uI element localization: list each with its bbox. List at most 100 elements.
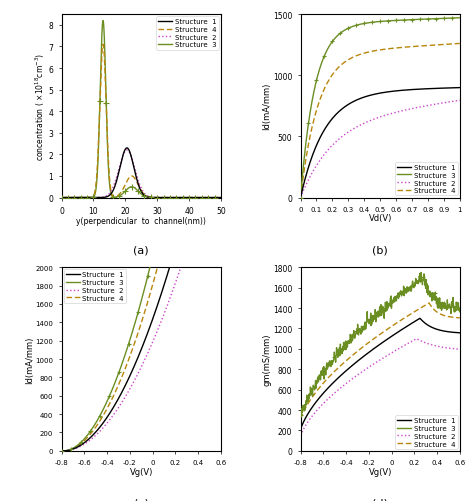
Structure  1 — [374, 344, 380, 350]
Structure  3 — [429, 297, 435, 303]
X-axis label: Vg(V): Vg(V) — [129, 466, 153, 475]
Y-axis label: gm(mS/mm): gm(mS/mm) — [263, 333, 272, 386]
Structure  1 — [374, 344, 379, 350]
Structure  1 — [428, 86, 434, 92]
Structure  1 — [218, 60, 224, 66]
Structure  1 — [457, 85, 463, 91]
Structure  4 — [374, 334, 379, 340]
Structure  2 — [218, 195, 224, 201]
Structure  2 — [414, 336, 419, 342]
Structure  1 — [384, 90, 390, 96]
Structure  1 — [298, 195, 303, 201]
Structure  4 — [59, 448, 64, 454]
Structure  4 — [132, 176, 138, 182]
Line: Structure  4: Structure 4 — [301, 304, 460, 419]
Structure  1 — [457, 330, 463, 336]
Structure  2 — [428, 103, 434, 109]
Structure  3 — [137, 190, 142, 196]
Structure  4 — [59, 195, 64, 201]
Text: (b): (b) — [372, 245, 388, 255]
Structure  3 — [457, 16, 463, 22]
Structure  3 — [100, 19, 106, 25]
Structure  3 — [132, 186, 138, 192]
Structure  1 — [59, 448, 64, 454]
Structure  4 — [136, 330, 141, 336]
Line: Structure  2: Structure 2 — [301, 339, 460, 436]
Structure  4 — [454, 315, 459, 321]
Structure  4 — [135, 333, 140, 339]
Structure  1 — [67, 195, 73, 201]
Structure  1 — [213, 195, 219, 201]
Line: Structure  1: Structure 1 — [301, 88, 460, 198]
Text: (d): (d) — [372, 498, 388, 501]
Structure  4 — [298, 416, 303, 422]
Structure  2 — [428, 342, 434, 348]
Structure  1 — [189, 183, 195, 189]
Structure  2 — [213, 195, 219, 201]
Structure  2 — [136, 370, 141, 376]
Structure  1 — [137, 184, 142, 190]
Structure  3 — [374, 315, 379, 321]
Structure  4 — [374, 49, 379, 55]
Structure  2 — [59, 448, 64, 454]
Y-axis label: concentration ( $\times10^{18}$cm$^{-3}$): concentration ( $\times10^{18}$cm$^{-3}$… — [34, 53, 47, 160]
Structure  4 — [428, 304, 434, 310]
Structure  2 — [135, 372, 140, 378]
Structure  1 — [213, 195, 219, 201]
Structure  2 — [374, 116, 380, 122]
Structure  3 — [59, 448, 64, 454]
Structure  1 — [298, 426, 303, 432]
Line: Structure  4: Structure 4 — [62, 45, 221, 198]
Line: Structure  3: Structure 3 — [301, 19, 460, 198]
Structure  4 — [189, 114, 195, 120]
Structure  1 — [145, 330, 151, 336]
Structure  4 — [384, 327, 390, 333]
Structure  4 — [100, 42, 106, 48]
Structure  2 — [392, 110, 398, 116]
Structure  2 — [374, 359, 380, 365]
Structure  3 — [298, 412, 303, 418]
Structure  1 — [392, 331, 398, 337]
Structure  4 — [218, 195, 224, 201]
Structure  2 — [374, 116, 379, 122]
Structure  2 — [384, 353, 390, 359]
Structure  2 — [218, 127, 224, 133]
Structure  4 — [426, 301, 432, 307]
Structure  2 — [454, 346, 459, 352]
Line: Structure  2: Structure 2 — [62, 130, 221, 451]
Y-axis label: Id(mA/mm): Id(mA/mm) — [25, 336, 34, 383]
Structure  3 — [184, 195, 190, 201]
Structure  2 — [298, 195, 303, 201]
Structure  3 — [218, 195, 224, 201]
Structure  1 — [214, 77, 220, 83]
Structure  3 — [453, 16, 459, 22]
Structure  3 — [457, 309, 463, 315]
X-axis label: Vd(V): Vd(V) — [368, 214, 392, 223]
Structure  1 — [132, 169, 138, 175]
Structure  2 — [132, 166, 138, 172]
Structure  3 — [136, 309, 141, 315]
Structure  1 — [154, 306, 159, 312]
Structure  3 — [135, 313, 140, 319]
Structure  4 — [154, 269, 159, 275]
Structure  1 — [417, 316, 423, 322]
Structure  2 — [145, 350, 151, 356]
Line: Structure  1: Structure 1 — [301, 319, 460, 429]
Line: Structure  3: Structure 3 — [62, 22, 221, 198]
Structure  1 — [392, 89, 398, 95]
Structure  4 — [184, 195, 190, 201]
Structure  1 — [428, 325, 434, 331]
Structure  3 — [67, 195, 73, 201]
Structure  2 — [124, 148, 130, 154]
Structure  4 — [392, 321, 398, 327]
Structure  1 — [218, 195, 224, 201]
Structure  1 — [454, 330, 459, 336]
Text: (a): (a) — [134, 245, 149, 255]
Structure  2 — [137, 180, 142, 186]
Structure  1 — [384, 337, 390, 343]
Line: Structure  1: Structure 1 — [62, 63, 221, 451]
Structure  2 — [392, 348, 398, 354]
Structure  2 — [214, 142, 220, 148]
Structure  3 — [298, 195, 303, 201]
X-axis label: Vg(V): Vg(V) — [368, 466, 392, 475]
